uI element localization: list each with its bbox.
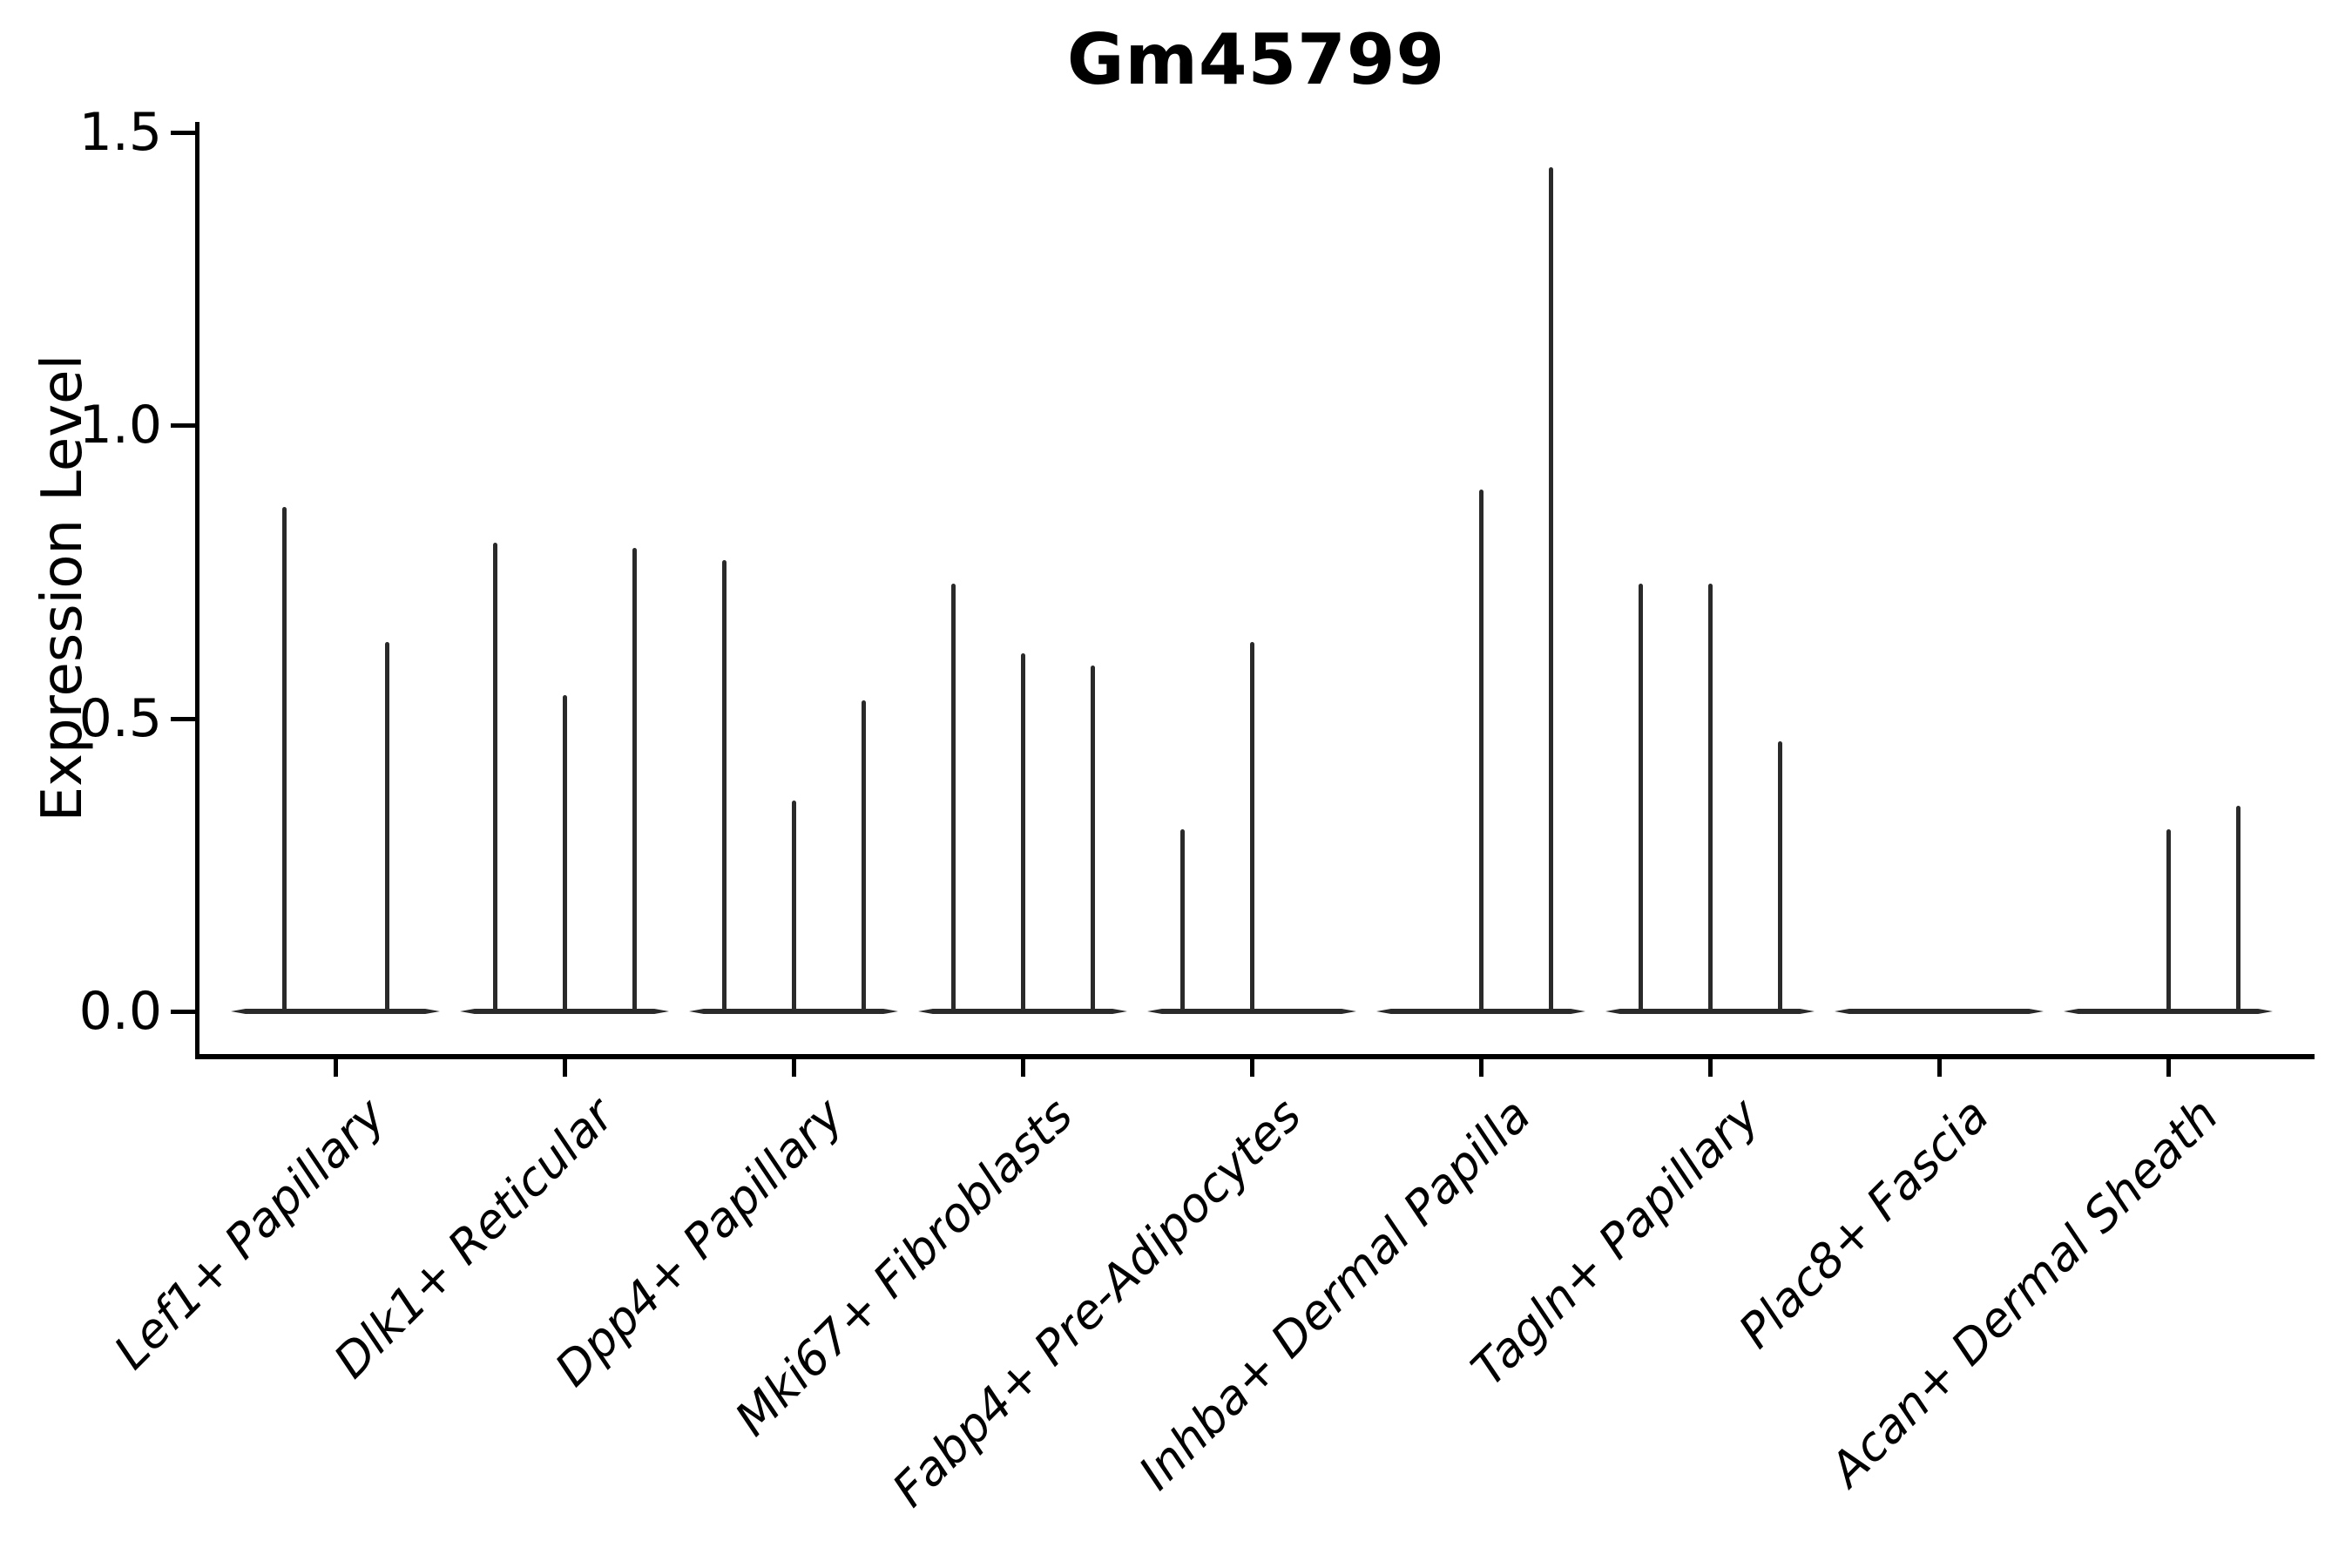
- x-tick-mark: [1021, 1056, 1025, 1077]
- y-tick-label: 0.0: [78, 981, 162, 1042]
- y-tick-mark: [171, 423, 197, 428]
- x-tick-mark: [563, 1056, 567, 1077]
- violin-spike: [792, 800, 796, 1013]
- bottom-axis-spine: [195, 1054, 2315, 1059]
- violin-spike: [722, 559, 727, 1013]
- violin-spike: [2166, 829, 2171, 1013]
- violin-baseline: [231, 1008, 440, 1015]
- violin-spike: [563, 694, 567, 1013]
- x-tick-mark: [1708, 1056, 1713, 1077]
- y-tick-mark: [171, 716, 197, 721]
- y-tick-mark: [171, 130, 197, 135]
- x-tick-label: Inhba+ Dermal Papilla: [1128, 1087, 1542, 1501]
- violin-spike: [632, 548, 637, 1013]
- violin-spike: [1180, 829, 1185, 1013]
- x-tick-mark: [1250, 1056, 1254, 1077]
- x-tick-label: Acan+ Dermal Sheath: [1819, 1087, 2229, 1497]
- violin-spike: [1091, 665, 1095, 1013]
- chart-title: Gm45799: [1066, 19, 1446, 100]
- x-tick-label: Fabp4+ Pre-Adipocytes: [882, 1087, 1313, 1517]
- left-axis-spine: [195, 122, 199, 1059]
- violin-spike: [385, 642, 389, 1013]
- violin-spike: [1778, 741, 1782, 1013]
- violin-spike: [282, 507, 287, 1013]
- y-tick-label: 0.5: [78, 687, 162, 749]
- x-tick-mark: [1937, 1056, 1942, 1077]
- violin-spike: [862, 700, 866, 1013]
- violin-spike: [1639, 583, 1643, 1013]
- violin-spike: [1021, 653, 1025, 1013]
- violin-spike: [2236, 806, 2240, 1013]
- y-tick-label: 1.5: [78, 101, 162, 163]
- x-tick-mark: [334, 1056, 338, 1077]
- x-tick-mark: [792, 1056, 796, 1077]
- x-tick-mark: [2166, 1056, 2171, 1077]
- violin-spike: [493, 542, 497, 1013]
- x-tick-label: Plac8+ Fascia: [1727, 1087, 2000, 1359]
- violin-spike: [951, 583, 956, 1013]
- y-tick-label: 1.0: [78, 395, 162, 456]
- violin-spike: [1549, 166, 1553, 1013]
- violin-spike: [1479, 490, 1484, 1013]
- x-tick-mark: [1479, 1056, 1484, 1077]
- y-tick-mark: [171, 1010, 197, 1014]
- violin-spike: [1250, 642, 1254, 1013]
- violin-baseline: [1835, 1008, 2044, 1015]
- violin-spike: [1708, 583, 1713, 1013]
